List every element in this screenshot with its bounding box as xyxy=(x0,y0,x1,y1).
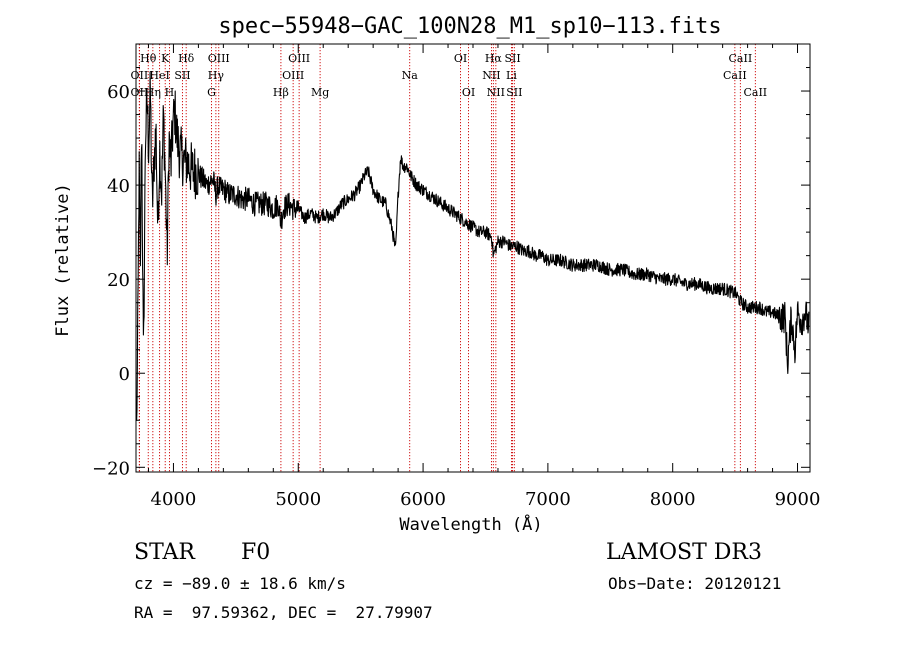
line-annotation-label: G xyxy=(207,86,216,99)
subclass-label: F0 xyxy=(241,540,271,565)
line-annotation-label: Hδ xyxy=(178,52,195,65)
line-annotation-label: Na xyxy=(402,69,419,82)
x-tick-label: 5000 xyxy=(275,489,321,510)
line-annotation-label: Mg xyxy=(311,86,329,99)
plot-frame xyxy=(135,43,811,473)
x-tick-label: 7000 xyxy=(525,489,571,510)
line-annotation-label: OII xyxy=(131,69,149,82)
y-tick-label: 20 xyxy=(107,270,130,291)
line-annotation-label: OIII xyxy=(282,69,304,82)
line-annotation-label: OII xyxy=(131,86,149,99)
line-annotation-label: OIII xyxy=(208,52,230,65)
line-annotation-label: Hα xyxy=(485,52,503,65)
y-axis-label: Flux (relative) xyxy=(53,183,73,337)
line-annotation-label: Li xyxy=(506,69,517,82)
class-label: STAR xyxy=(134,540,195,565)
line-annotation-label: SII xyxy=(504,52,520,65)
coordinates-text: RA = 97.59362, DEC = 27.79907 xyxy=(134,603,433,622)
redshift-text: cz = −89.0 ± 18.6 km/s xyxy=(134,574,346,593)
x-tick-label: 8000 xyxy=(650,489,696,510)
line-annotation-label: NII xyxy=(482,69,500,82)
line-annotation-label: CaII xyxy=(729,52,753,65)
x-tick-label: 6000 xyxy=(400,489,446,510)
line-annotation-label: Hη xyxy=(145,86,161,99)
y-tick-label: −20 xyxy=(92,458,130,479)
chart-title: spec−55948−GAC_100N28_M1_sp10−113.fits xyxy=(218,14,721,39)
line-annotation-label: SII xyxy=(174,69,190,82)
line-annotation-label: H xyxy=(165,86,175,99)
line-annotation-label: Hβ xyxy=(273,86,289,99)
spectrum-chart: spec−55948−GAC_100N28_M1_sp10−113.fits Wa… xyxy=(53,14,821,535)
line-annotation-label: OI xyxy=(454,52,467,65)
line-annotation-label: OIII xyxy=(288,52,310,65)
line-annotation-label: CaII xyxy=(723,69,747,82)
y-tick-label: 40 xyxy=(107,176,130,197)
y-tick-label: 0 xyxy=(119,364,130,385)
x-tick-label: 4000 xyxy=(151,489,197,510)
line-annotation-label: CaII xyxy=(743,86,767,99)
line-annotation-label: Hθ xyxy=(140,52,157,65)
line-annotation-label: Hγ xyxy=(208,69,225,82)
line-annotation-label: SII xyxy=(506,86,522,99)
spectrum-line xyxy=(136,71,810,421)
line-annotation-label: K xyxy=(161,52,170,65)
x-tick-label: 9000 xyxy=(775,489,821,510)
line-annotation-label: OI xyxy=(462,86,475,99)
obs-date-text: Obs−Date: 20120121 xyxy=(608,574,782,593)
survey-label: LAMOST DR3 xyxy=(606,540,762,565)
x-axis-label: Wavelength (Å) xyxy=(399,513,542,535)
line-annotation-label: NII xyxy=(487,86,505,99)
y-tick-label: 60 xyxy=(107,82,130,103)
line-annotation-label: HeI xyxy=(149,69,169,82)
